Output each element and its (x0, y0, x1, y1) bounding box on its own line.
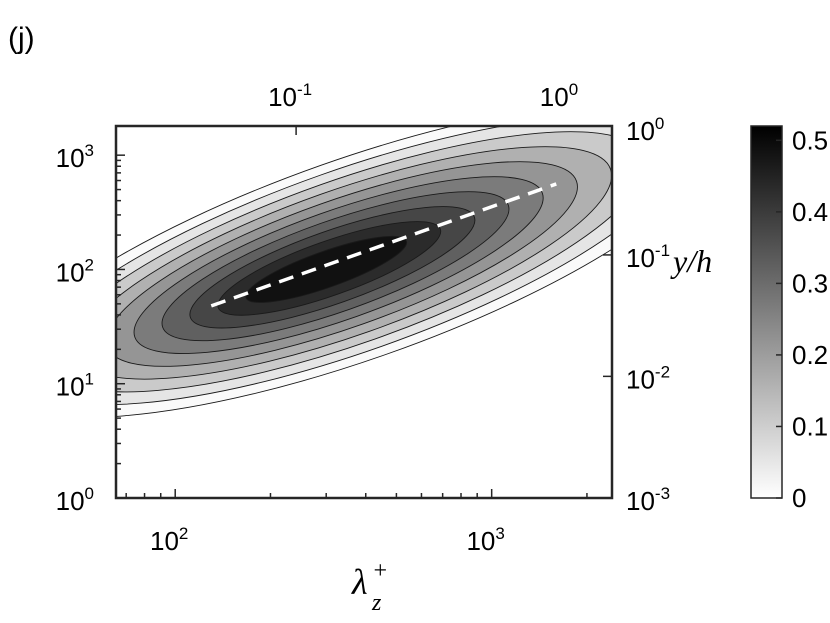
top-tick-label: 10-1 (268, 80, 312, 112)
y-tick-label: 100 (56, 484, 94, 516)
contour-bands (116, 126, 612, 418)
x-axis-label-superscript: + (372, 558, 388, 584)
y-tick-label: 103 (56, 141, 94, 173)
colorbar-tick-label: 0.1 (792, 411, 828, 441)
x-axis-label: λ (351, 562, 368, 602)
axis-tick-labels: 102 103 100 101 102 103 10-1 100 10-3 10-2 10-1 100 (56, 80, 670, 556)
right-tick-label: 10-2 (626, 362, 670, 394)
axis-ticks (116, 125, 612, 499)
colorbar-tick-label: 0.3 (792, 268, 828, 298)
colorbar-tick-label: 0.4 (792, 197, 828, 227)
y-tick-label: 101 (56, 370, 94, 402)
top-tick-label: 100 (540, 80, 578, 112)
colorbar-tick-label: 0.5 (792, 125, 828, 155)
y-tick-label: 102 (56, 255, 94, 287)
panel-label: (j) (8, 22, 35, 55)
x-tick-label: 102 (150, 524, 188, 556)
right-tick-label: 100 (626, 114, 664, 146)
right-axis-label: y/h (670, 243, 712, 279)
right-tick-label: 10-1 (626, 241, 670, 273)
colorbar-tick-label: 0 (792, 483, 806, 513)
x-axis-label-subscript: z (371, 590, 382, 616)
colorbar-gradient (751, 126, 782, 498)
colorbar-tick-label: 0.2 (792, 340, 828, 370)
colorbar-frame (750, 125, 783, 499)
right-tick-label: 10-3 (626, 484, 670, 516)
contour-band (245, 235, 408, 303)
colorbar-ticks: 0 0.1 0.2 0.3 0.4 0.5 (776, 125, 828, 513)
plot-frame (114, 124, 614, 500)
x-tick-label: 103 (466, 524, 504, 556)
ridge-dashed-line (210, 182, 557, 308)
